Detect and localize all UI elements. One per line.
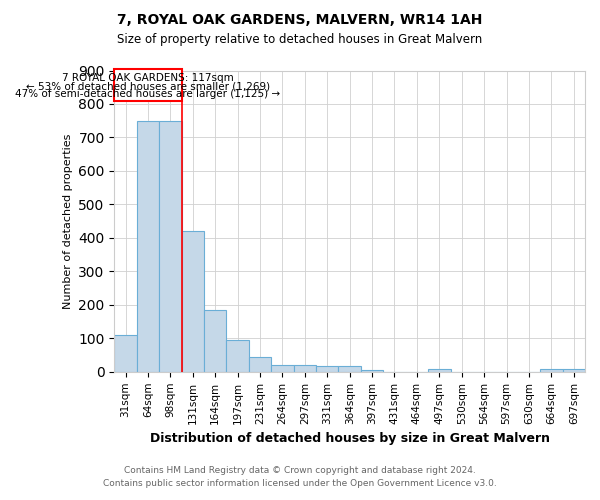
Text: ← 53% of detached houses are smaller (1,269): ← 53% of detached houses are smaller (1,…	[26, 81, 270, 91]
Text: 7 ROYAL OAK GARDENS: 117sqm: 7 ROYAL OAK GARDENS: 117sqm	[62, 73, 234, 83]
Bar	[137, 122, 159, 372]
FancyBboxPatch shape	[115, 69, 182, 100]
Text: 47% of semi-detached houses are larger (1,125) →: 47% of semi-detached houses are larger (…	[16, 89, 281, 99]
Bar	[159, 122, 182, 372]
Bar	[540, 369, 563, 372]
Bar	[428, 369, 451, 372]
Text: 7, ROYAL OAK GARDENS, MALVERN, WR14 1AH: 7, ROYAL OAK GARDENS, MALVERN, WR14 1AH	[118, 12, 482, 26]
Bar	[182, 231, 204, 372]
Y-axis label: Number of detached properties: Number of detached properties	[62, 134, 73, 309]
Bar	[338, 366, 361, 372]
Text: Contains HM Land Registry data © Crown copyright and database right 2024.
Contai: Contains HM Land Registry data © Crown c…	[103, 466, 497, 487]
Bar	[361, 370, 383, 372]
Bar	[563, 369, 585, 372]
Bar	[226, 340, 249, 372]
Bar	[249, 357, 271, 372]
Bar	[115, 334, 137, 372]
X-axis label: Distribution of detached houses by size in Great Malvern: Distribution of detached houses by size …	[149, 432, 550, 445]
Bar	[271, 365, 293, 372]
Bar	[204, 310, 226, 372]
Bar	[316, 366, 338, 372]
Bar	[293, 365, 316, 372]
Text: Size of property relative to detached houses in Great Malvern: Size of property relative to detached ho…	[118, 32, 482, 46]
